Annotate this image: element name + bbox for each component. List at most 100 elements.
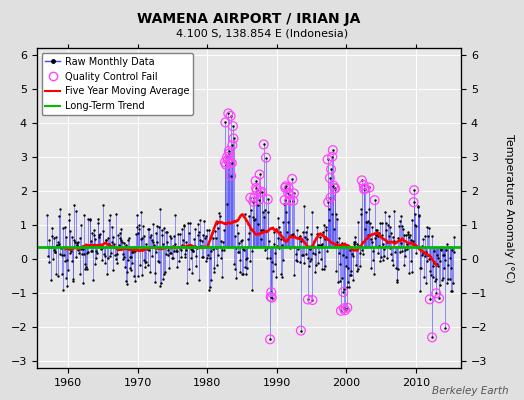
Point [348,250,356,257]
Point [296,259,304,266]
Point [217,247,226,254]
Point [263,245,271,252]
Point [248,287,256,293]
Point [254,202,262,208]
Point [343,283,351,290]
Point [190,243,199,249]
Point [216,255,225,262]
Point [226,160,234,166]
Point [224,157,232,163]
Point [74,239,82,246]
Point [172,248,180,254]
Point [286,192,294,198]
Point [329,147,337,153]
Point [344,279,352,286]
Point [232,245,240,251]
Point [279,257,288,264]
Point [228,142,236,148]
Point [168,255,176,261]
Point [201,258,210,264]
Point [223,154,231,160]
Point [102,237,110,243]
Point [331,185,340,192]
Point [231,233,239,239]
Point [235,240,244,246]
Point [359,182,368,188]
Point [242,270,250,277]
Point [425,296,434,302]
Point [222,162,230,168]
Point [450,248,458,255]
Point [283,219,292,226]
Point [120,240,128,246]
Point [307,231,315,238]
Point [255,197,263,203]
Point [319,222,328,228]
Point [316,242,325,248]
Point [298,252,307,258]
Point [294,234,303,240]
Point [178,226,186,232]
Point [351,239,359,246]
Point [128,249,136,256]
Point [70,202,79,208]
Point [442,247,450,254]
Point [196,217,204,223]
Point [165,247,173,254]
Point [353,268,361,274]
Point [169,248,178,254]
Point [205,255,214,261]
Point [221,159,229,166]
Point [146,269,155,275]
Point [305,262,313,269]
Point [290,272,299,278]
Point [298,252,306,258]
Point [264,196,272,202]
Point [160,225,168,231]
Point [285,198,293,204]
Point [110,244,118,250]
Point [393,277,401,284]
Point [395,223,403,229]
Point [255,171,264,178]
Point [417,265,425,271]
Point [115,245,123,252]
Point [148,237,156,243]
Point [59,287,67,293]
Point [215,210,223,216]
Point [48,225,56,231]
Point [444,262,452,268]
Point [167,235,176,242]
Point [131,248,139,254]
Point [365,205,373,212]
Point [422,249,431,255]
Point [251,215,259,222]
Point [362,218,370,225]
Point [64,216,73,223]
Point [272,274,280,280]
Point [327,166,335,172]
Point [366,235,375,242]
Point [339,289,347,295]
Point [430,248,439,254]
Point [274,235,282,241]
Point [265,255,274,262]
Point [104,217,113,224]
Point [230,261,238,267]
Point [198,254,206,260]
Point [181,254,190,260]
Point [259,208,267,215]
Point [441,256,450,263]
Point [360,186,368,192]
Point [286,245,294,251]
Point [108,233,117,240]
Point [245,213,254,219]
Point [237,271,246,277]
Point [197,243,205,249]
Point [286,192,294,198]
Point [63,283,71,289]
Point [141,259,149,266]
Point [210,269,219,276]
Point [293,227,302,233]
Point [184,244,192,250]
